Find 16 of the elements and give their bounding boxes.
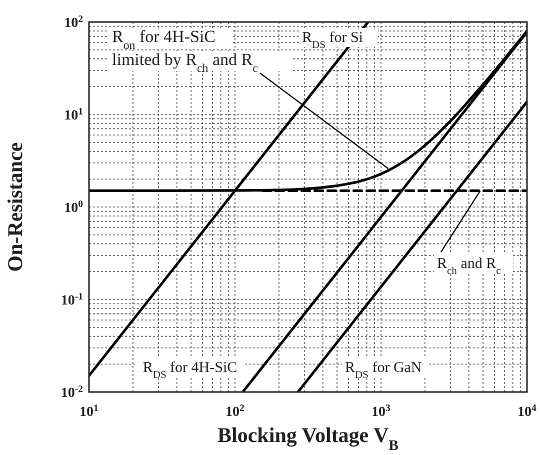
y-axis-title: On-Resistance [3,142,27,272]
y-tick-label: 10$^{-2}$ [60,384,84,401]
y-tick-label: 10$^{0}$ [64,198,84,216]
series-label: R$_{DS}$ for Si [302,30,363,50]
x-tick-label: 10$^{4}$ [518,402,537,420]
x-tick-label: 10$^{3}$ [372,402,391,420]
x-tick-label: 10$^{2}$ [226,402,245,420]
text: R$_{ch}$ and R$_{c}$ [437,256,502,276]
x-axis-title: Blocking Voltage V$_{B}$ [218,423,399,454]
x-tick-label: 10$^{1}$ [80,402,99,420]
series-label: R$_{DS}$ for GaN [345,360,422,380]
y-tick-label: 10$^{1}$ [64,106,84,124]
y-tick-label: 10$^{2}$ [64,14,84,31]
annotation: R$_{on}$ for 4H-SiC limited by R$_{ch}$ and R$_{c}$ [112,27,258,75]
y-tick-label: 10$^{-1}$ [60,291,84,308]
series-label: R$_{DS}$ for 4H-SiC [142,360,238,380]
